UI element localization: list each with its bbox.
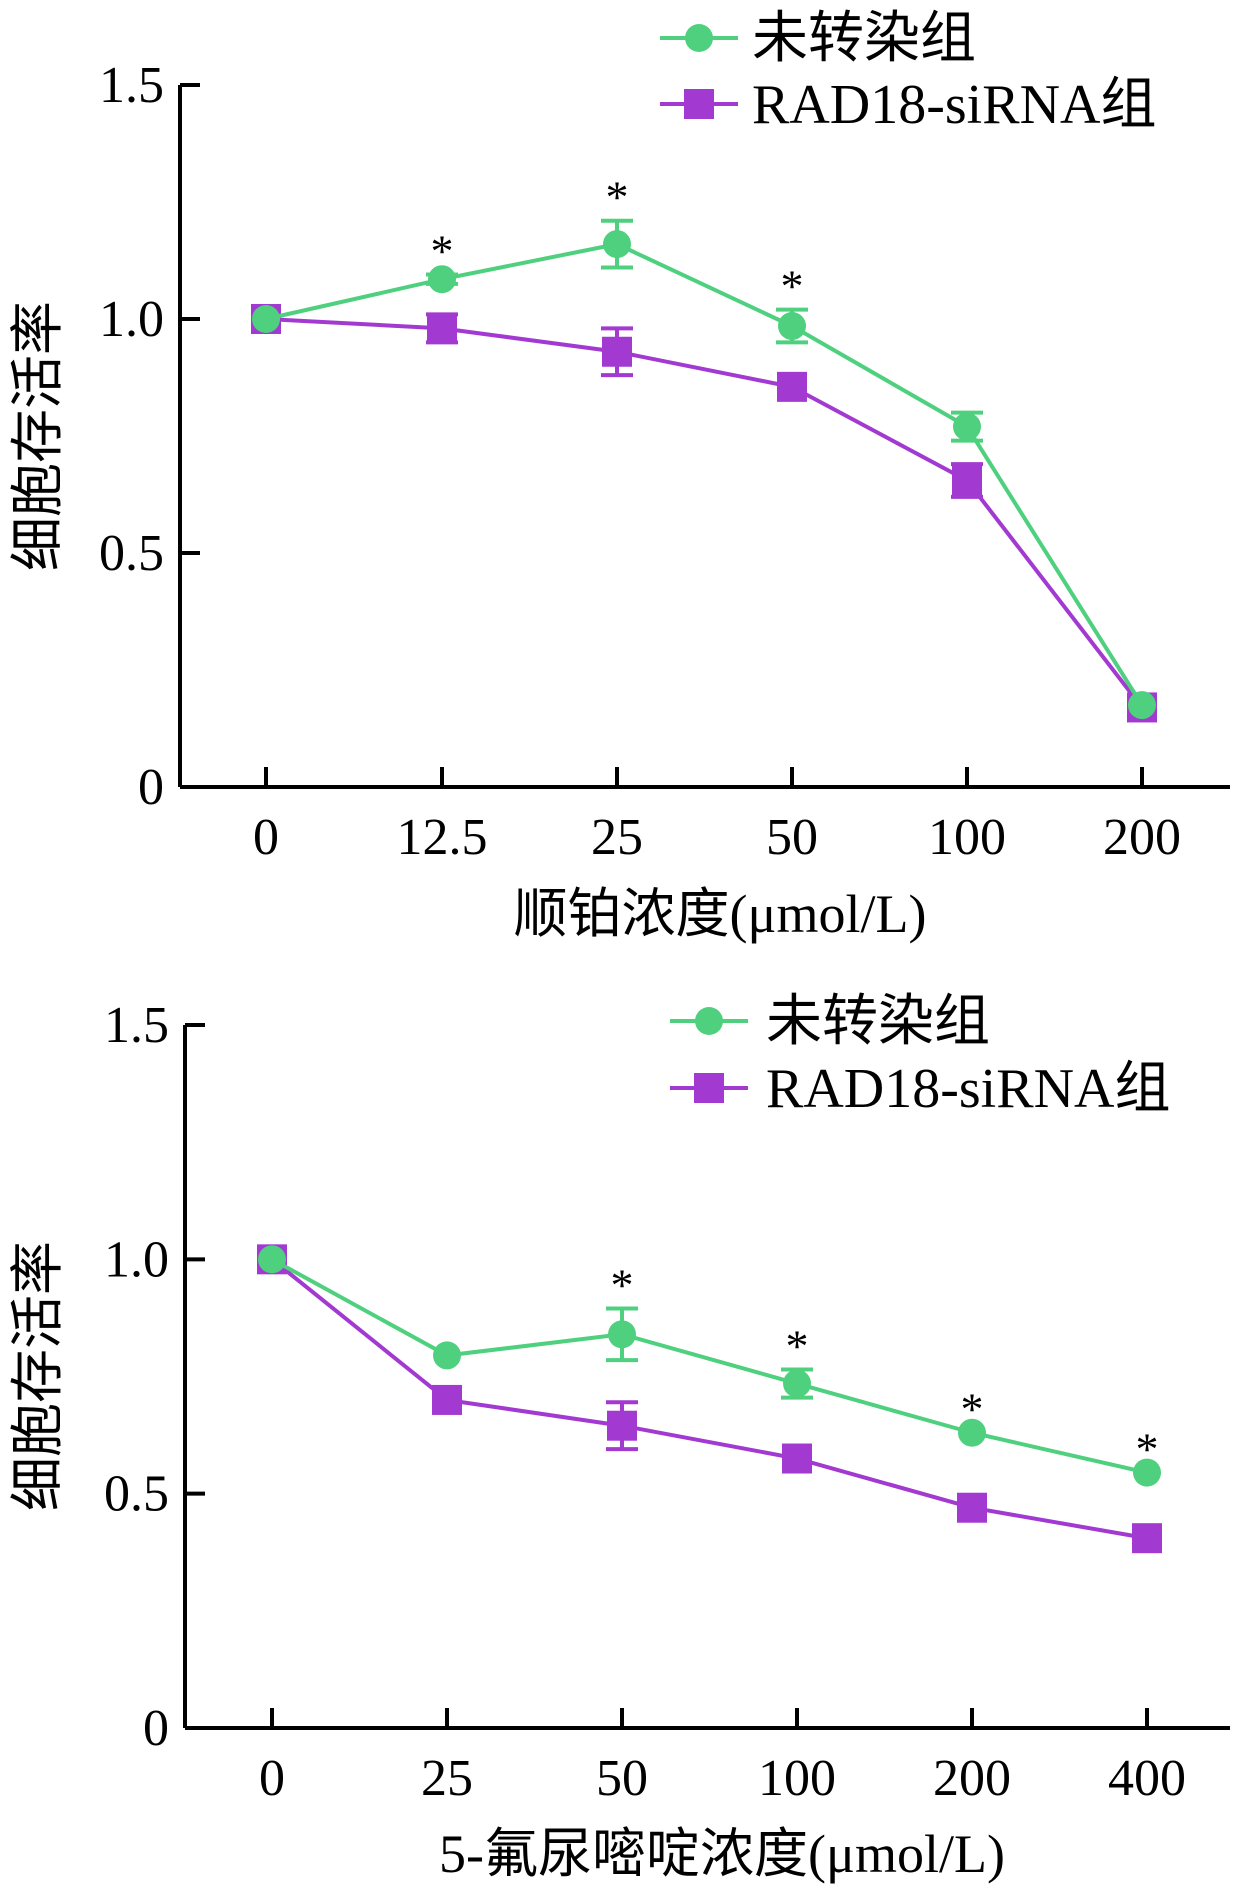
x-axis-title: 5-氟尿嘧啶浓度(μmol/L)	[439, 1824, 1005, 1884]
significance-marker: *	[431, 226, 454, 277]
legend-label: RAD18-siRNA组	[766, 1058, 1170, 1120]
x-axis-title: 顺铂浓度(μmol/L)	[514, 884, 927, 944]
legend-circle-marker	[695, 1007, 723, 1035]
x-tick-label: 200	[1103, 809, 1181, 866]
fluorouracil-chart-panel: 细胞存活率 5-氟尿嘧啶浓度(μmol/L) 未转染组 RAD18-siRNA组…	[8, 991, 1230, 1884]
data-point-square	[607, 1410, 637, 1441]
legend-item-untransfected: 未转染组	[670, 991, 990, 1053]
series-untransfected	[258, 1245, 1161, 1487]
data-point-square	[957, 1492, 987, 1523]
x-tick-label: 200	[933, 1750, 1011, 1807]
data-point-circle	[433, 1341, 461, 1370]
x-tick-label: 400	[1108, 1750, 1186, 1807]
data-point-square	[602, 336, 632, 367]
x-tick-label: 50	[766, 809, 818, 866]
y-tick-label: 1.5	[99, 57, 164, 114]
data-point-square	[952, 465, 982, 496]
significance-marker: *	[786, 1320, 809, 1371]
data-point-circle	[258, 1245, 286, 1274]
y-tick-label: 1.0	[99, 291, 164, 348]
series-line	[271, 1257, 1148, 1475]
x-tick-label: 50	[596, 1750, 648, 1807]
data-point-square	[777, 371, 807, 402]
y-tick-label: 1.0	[104, 1231, 169, 1288]
y-axis-title: 细胞存活率	[8, 1241, 68, 1511]
y-tick-label: 0.5	[99, 525, 164, 582]
data-point-square	[432, 1384, 462, 1415]
x-tick-label: 25	[591, 809, 643, 866]
series-untransfected	[252, 218, 1156, 720]
y-axis-title: 细胞存活率	[8, 301, 68, 571]
data-point-square	[427, 313, 457, 344]
legend-item-untransfected: 未转染组	[660, 8, 976, 70]
legend-circle-marker	[685, 24, 713, 52]
data-point-circle	[783, 1369, 811, 1398]
legend: 未转染组 RAD18-siRNA组	[670, 991, 1170, 1120]
significance-marker: *	[606, 172, 629, 223]
data-point-circle	[778, 312, 806, 341]
legend-label: 未转染组	[752, 8, 976, 70]
data-point-circle	[953, 412, 981, 441]
significance-marker: *	[1136, 1424, 1159, 1475]
significance-marker: *	[781, 261, 804, 312]
x-tick-label: 100	[928, 809, 1006, 866]
y-tick-label: 0	[138, 759, 164, 816]
x-tick-label: 25	[421, 1750, 473, 1807]
significance-marker: *	[961, 1384, 984, 1435]
data-point-circle	[1128, 691, 1156, 720]
significance-marker: *	[611, 1260, 634, 1311]
x-tick-label: 0	[253, 809, 279, 866]
data-point-circle	[1133, 1458, 1161, 1487]
cisplatin-chart-panel: 细胞存活率 顺铂浓度(μmol/L) 未转染组 RAD18-siRNA组 0 0.…	[8, 8, 1230, 944]
series-line	[270, 1257, 1148, 1541]
legend-label: 未转染组	[766, 991, 990, 1053]
legend-item-rad18-sirna: RAD18-siRNA组	[670, 1058, 1170, 1120]
x-tick-label: 0	[259, 1750, 285, 1807]
data-point-circle	[252, 305, 280, 333]
data-point-square	[1132, 1523, 1162, 1554]
x-tick-label: 100	[758, 1750, 836, 1807]
legend-square-marker	[684, 89, 714, 119]
x-tick-label: 12.5	[397, 809, 488, 866]
data-point-square	[782, 1443, 812, 1474]
legend: 未转染组 RAD18-siRNA组	[660, 8, 1156, 136]
data-point-circle	[958, 1418, 986, 1447]
series-rad18-sirna	[257, 1244, 1162, 1554]
y-tick-label: 1.5	[104, 997, 169, 1054]
series-line	[265, 242, 1144, 707]
legend-label: RAD18-siRNA组	[752, 74, 1156, 136]
data-point-circle	[603, 230, 631, 259]
data-point-circle	[428, 265, 456, 294]
y-tick-label: 0	[143, 1700, 169, 1757]
data-point-circle	[608, 1320, 636, 1349]
series-line	[265, 317, 1144, 709]
legend-square-marker	[694, 1073, 724, 1103]
y-tick-label: 0.5	[104, 1466, 169, 1523]
legend-item-rad18-sirna: RAD18-siRNA组	[660, 74, 1156, 136]
